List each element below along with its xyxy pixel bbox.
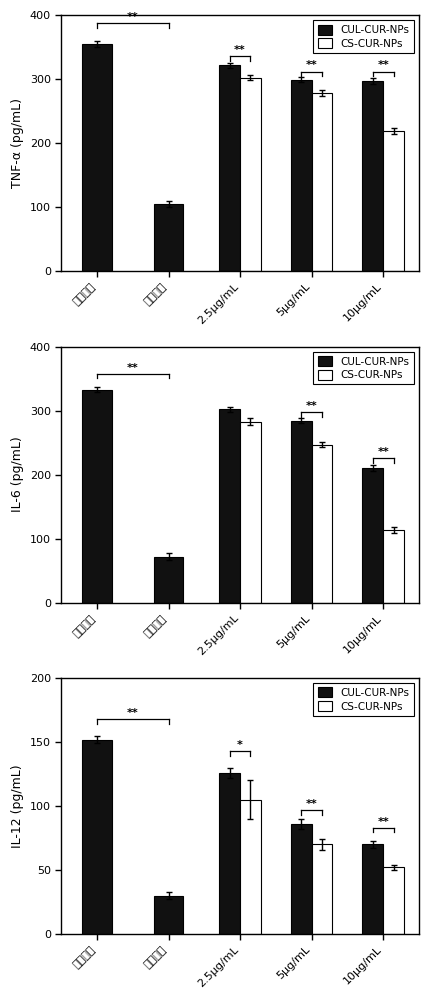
- Y-axis label: IL-12 (pg/mL): IL-12 (pg/mL): [11, 764, 24, 848]
- Bar: [83, 740, 111, 934]
- Bar: [312, 93, 332, 271]
- Text: **: **: [127, 12, 138, 22]
- Bar: [240, 78, 261, 271]
- Text: **: **: [306, 60, 317, 70]
- Text: **: **: [377, 817, 389, 827]
- Bar: [219, 773, 240, 934]
- Bar: [362, 81, 383, 271]
- Bar: [154, 896, 183, 934]
- Legend: CUL-CUR-NPs, CS-CUR-NPs: CUL-CUR-NPs, CS-CUR-NPs: [313, 20, 414, 53]
- Bar: [240, 800, 261, 934]
- Text: **: **: [377, 447, 389, 457]
- Bar: [291, 80, 312, 271]
- Bar: [362, 468, 383, 603]
- Bar: [240, 422, 261, 603]
- Bar: [383, 867, 404, 934]
- Bar: [383, 131, 404, 271]
- Bar: [219, 409, 240, 603]
- Bar: [362, 844, 383, 934]
- Bar: [312, 445, 332, 603]
- Text: **: **: [306, 401, 317, 411]
- Bar: [154, 557, 183, 603]
- Text: *: *: [237, 740, 243, 750]
- Bar: [312, 844, 332, 934]
- Bar: [83, 44, 111, 271]
- Bar: [383, 530, 404, 603]
- Y-axis label: IL-6 (pg/mL): IL-6 (pg/mL): [11, 437, 24, 512]
- Text: **: **: [377, 60, 389, 70]
- Bar: [83, 390, 111, 603]
- Bar: [291, 421, 312, 603]
- Text: **: **: [127, 708, 138, 718]
- Bar: [291, 824, 312, 934]
- Legend: CUL-CUR-NPs, CS-CUR-NPs: CUL-CUR-NPs, CS-CUR-NPs: [313, 683, 414, 716]
- Text: **: **: [234, 45, 246, 55]
- Text: **: **: [306, 799, 317, 809]
- Text: **: **: [127, 363, 138, 373]
- Bar: [154, 204, 183, 271]
- Bar: [219, 65, 240, 271]
- Y-axis label: TNF-α (pg/mL): TNF-α (pg/mL): [11, 98, 24, 188]
- Legend: CUL-CUR-NPs, CS-CUR-NPs: CUL-CUR-NPs, CS-CUR-NPs: [313, 352, 414, 384]
